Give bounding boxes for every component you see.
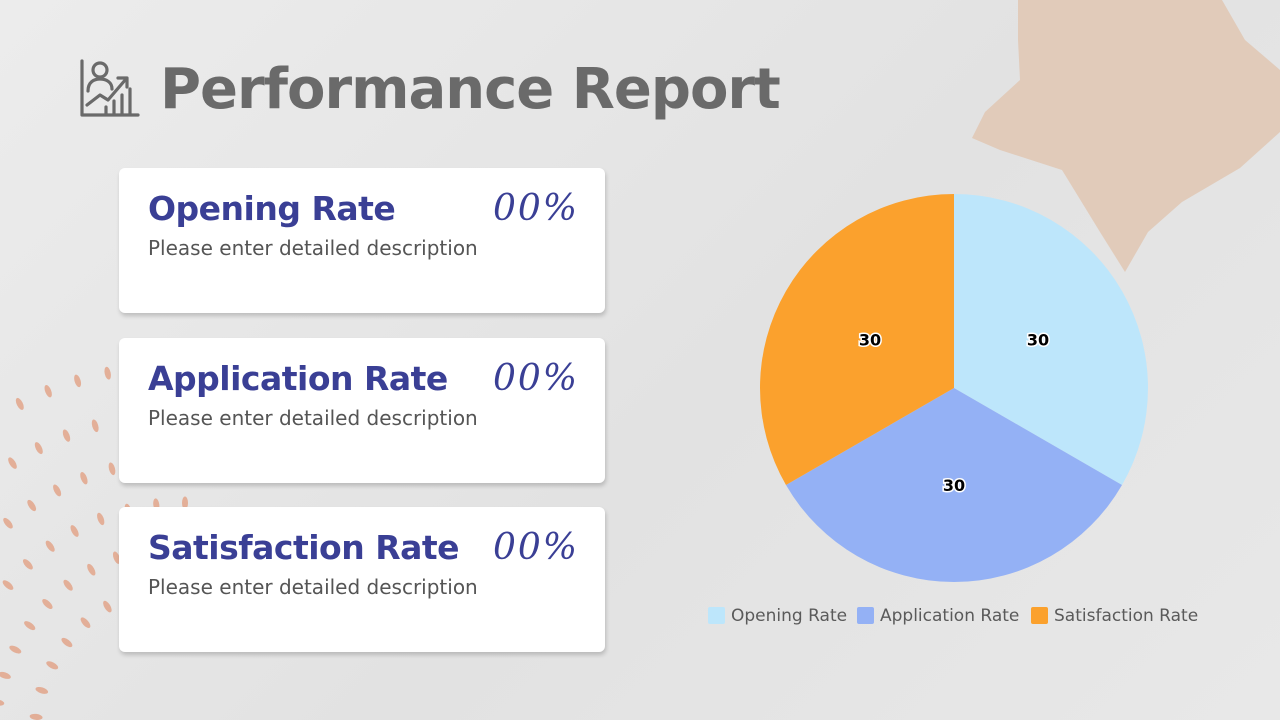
card-title: Application Rate bbox=[148, 359, 448, 398]
legend-label: Opening Rate bbox=[731, 606, 847, 626]
decor-dot bbox=[62, 429, 71, 442]
decor-dot bbox=[35, 686, 49, 694]
pie-slice-label: 30 bbox=[1027, 331, 1049, 350]
pie-slice-label: 30 bbox=[859, 331, 881, 350]
card-satisfaction-rate: Satisfaction Rate 00% Please enter detai… bbox=[119, 507, 605, 652]
decor-dot bbox=[108, 462, 116, 476]
page-title: Performance Report bbox=[160, 57, 781, 122]
legend-swatch bbox=[1031, 607, 1048, 624]
decor-dot bbox=[46, 661, 59, 670]
decor-dot bbox=[29, 713, 43, 720]
legend-item: Opening Rate bbox=[708, 606, 847, 626]
decor-dot bbox=[2, 580, 14, 590]
legend-label: Application Rate bbox=[880, 606, 1019, 626]
pie-slice-1 bbox=[785, 388, 1123, 583]
legend-swatch bbox=[708, 607, 725, 624]
decor-dot bbox=[42, 599, 53, 609]
decor-dot bbox=[182, 496, 188, 510]
card-title: Opening Rate bbox=[148, 189, 396, 228]
decor-dot bbox=[15, 397, 24, 410]
decor-dot bbox=[0, 671, 11, 679]
decor-dot bbox=[24, 621, 36, 631]
legend-label: Satisfaction Rate bbox=[1054, 606, 1198, 626]
decor-dot bbox=[103, 600, 112, 613]
decor-dot bbox=[70, 525, 79, 537]
pie-chart: 30 30 30 Opening Rate Application Rate Satisf… bbox=[708, 194, 1198, 626]
decor-dot bbox=[3, 517, 13, 529]
decor-dot bbox=[97, 512, 105, 526]
decor-dot bbox=[80, 617, 91, 628]
card-value: 00% bbox=[492, 188, 579, 229]
decor-dot bbox=[74, 374, 82, 388]
decor-dot bbox=[22, 559, 33, 570]
decor-dot bbox=[0, 699, 5, 706]
legend-swatch bbox=[857, 607, 874, 624]
card-application-rate: Application Rate 00% Please enter detail… bbox=[119, 338, 605, 483]
decor-dot bbox=[53, 484, 62, 497]
decor-dot bbox=[44, 385, 52, 398]
decor-dot bbox=[9, 645, 22, 654]
card-description: Please enter detailed description bbox=[148, 575, 478, 599]
legend-item: Application Rate bbox=[857, 606, 1019, 626]
card-opening-rate: Opening Rate 00% Please enter detailed d… bbox=[119, 168, 605, 313]
card-description: Please enter detailed description bbox=[148, 406, 478, 430]
pie-slice-2 bbox=[759, 194, 954, 485]
pie-slice-0 bbox=[954, 194, 1149, 485]
decor-dot bbox=[27, 499, 37, 512]
growth-chart-person-icon bbox=[80, 59, 140, 117]
decor-dot bbox=[80, 472, 88, 485]
decor-dot bbox=[63, 579, 73, 591]
decor-dot bbox=[104, 366, 111, 380]
card-description: Please enter detailed description bbox=[148, 236, 478, 260]
decor-dot bbox=[91, 419, 99, 433]
decor-dot bbox=[45, 540, 55, 552]
card-value: 00% bbox=[492, 527, 579, 568]
card-title: Satisfaction Rate bbox=[148, 528, 460, 567]
pie-slice-label: 30 bbox=[943, 476, 965, 495]
decor-dot bbox=[34, 442, 43, 455]
decor-dot bbox=[87, 563, 96, 576]
card-value: 00% bbox=[492, 358, 579, 399]
decor-dot bbox=[112, 551, 121, 564]
decor-dot bbox=[61, 637, 73, 648]
legend-item: Satisfaction Rate bbox=[1031, 606, 1198, 626]
decor-dot bbox=[8, 457, 17, 469]
